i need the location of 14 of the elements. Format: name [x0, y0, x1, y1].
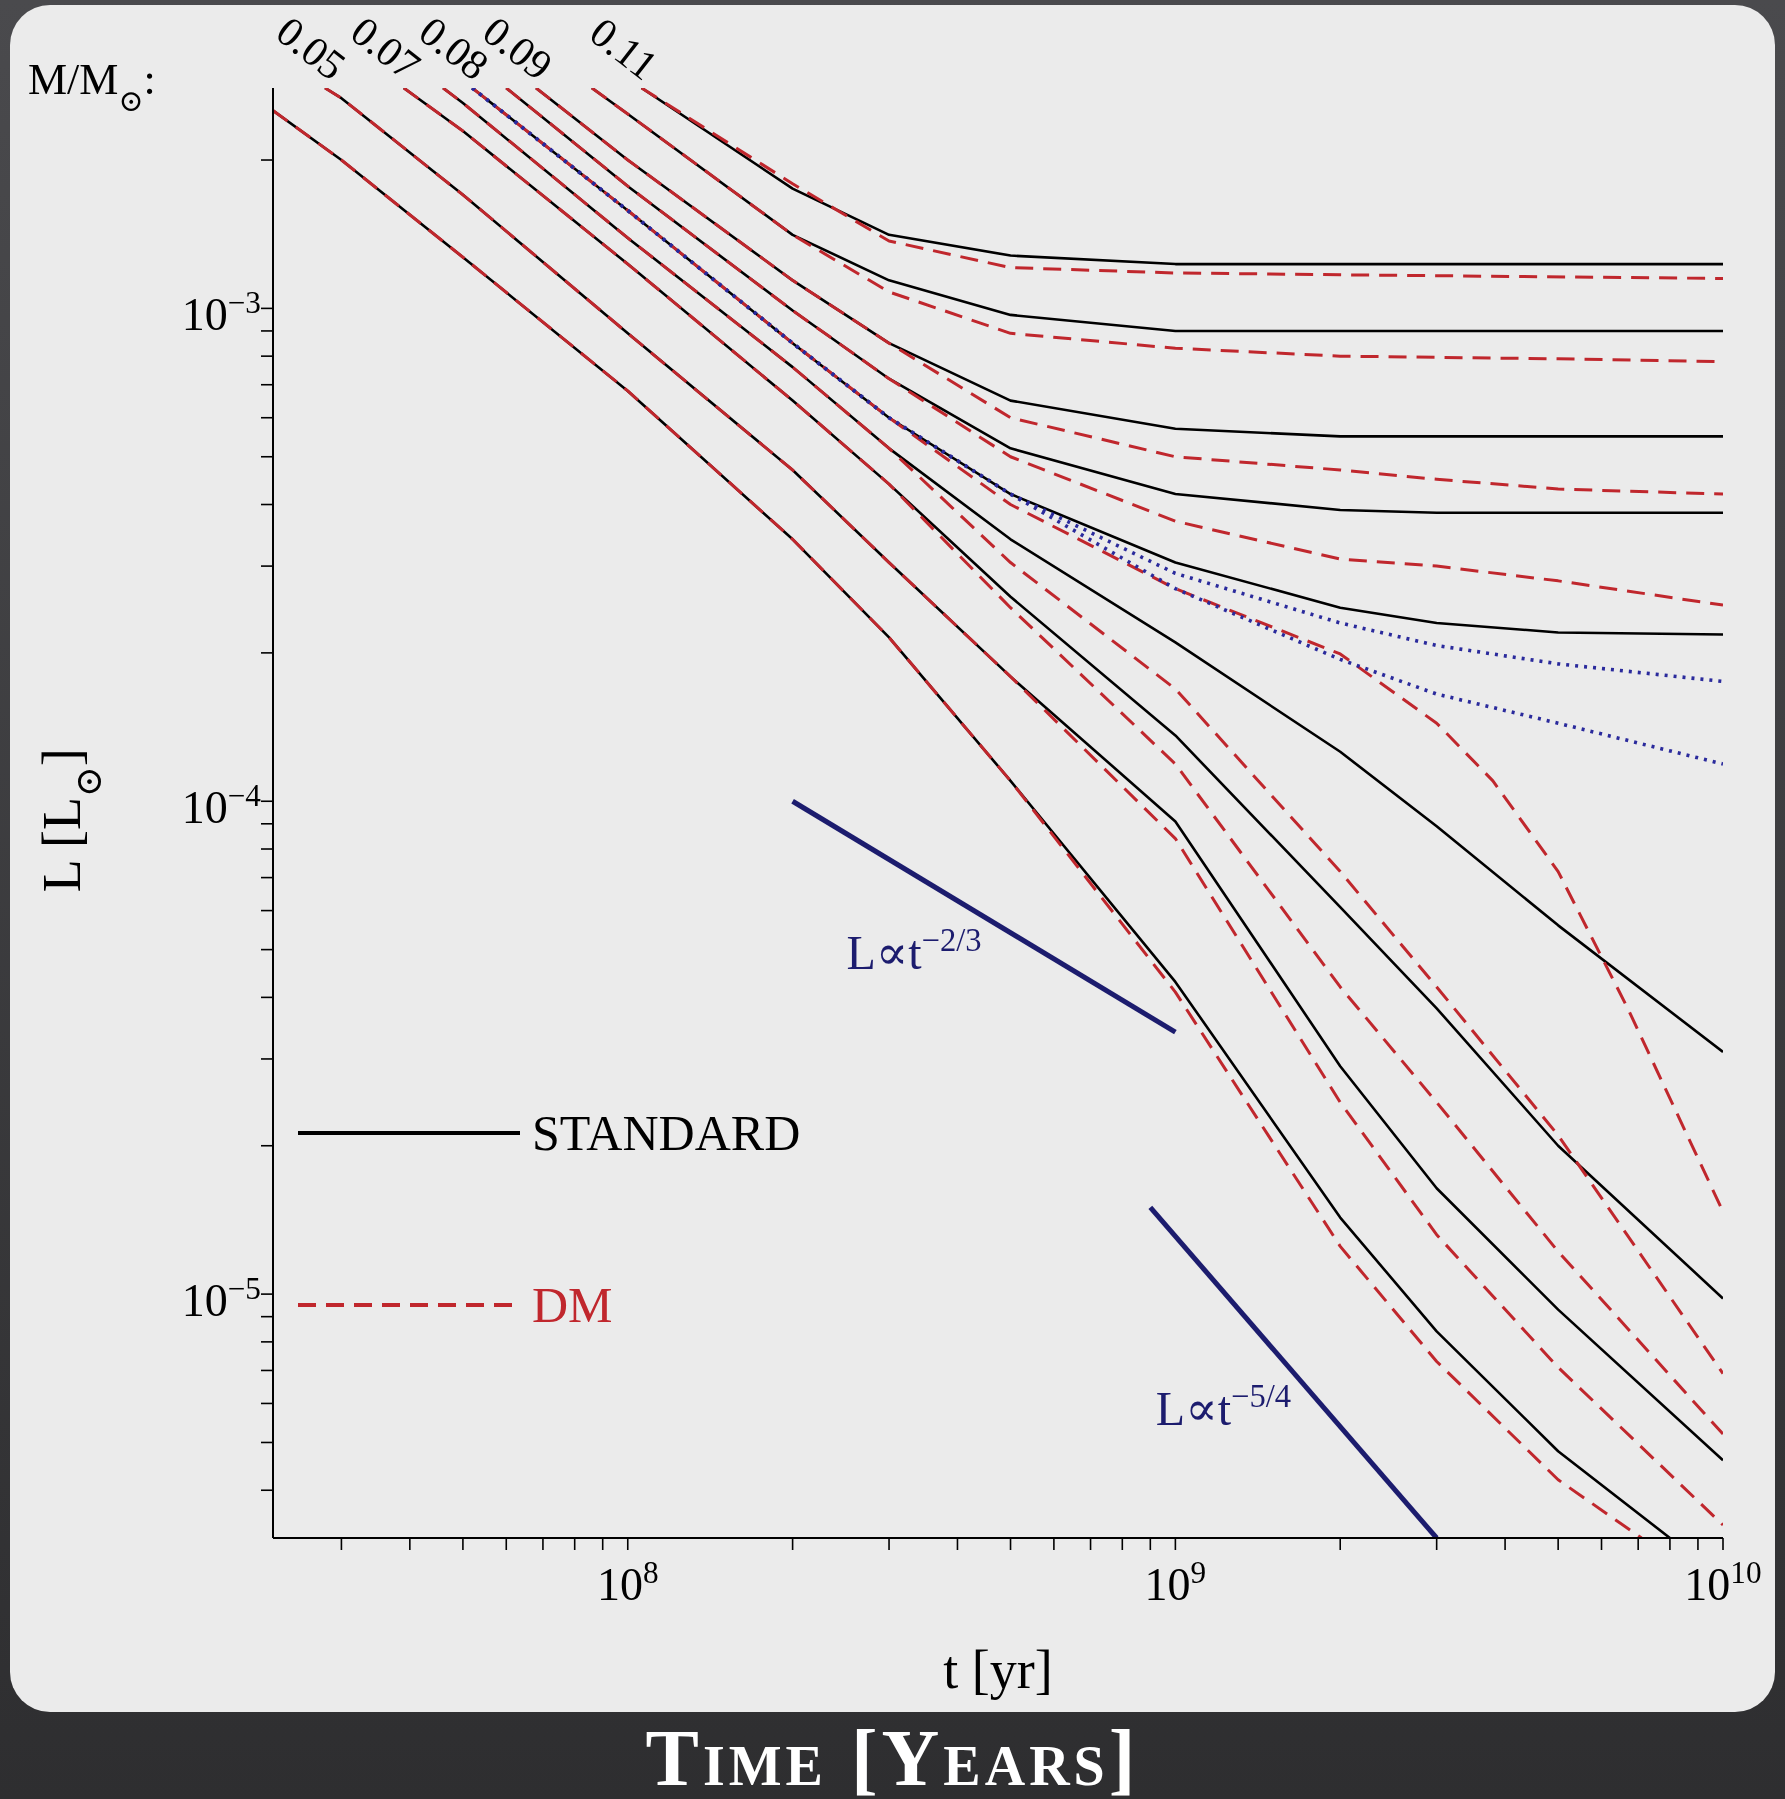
x-tick-label: 10$^{8}$	[596, 1554, 659, 1610]
x-axis-title: t [yr]	[943, 1640, 1053, 1700]
y-tick-label: 10$^{−3}$	[181, 284, 261, 341]
y-tick-label: 10$^{−4}$	[181, 777, 262, 834]
legend-label: STANDARD	[532, 1105, 801, 1161]
annotation: 0.11	[581, 8, 667, 90]
text: M/M$_{⊙}$:	[28, 55, 156, 117]
series-label: L∝t$^{−2/3}$	[846, 921, 982, 979]
y-tick-label: 10$^{−5}$	[181, 1270, 261, 1327]
x-tick-label: 10$^{10}$	[1684, 1554, 1762, 1610]
legend-label: DM	[532, 1277, 613, 1333]
series-label: L∝t$^{−5/4}$	[1155, 1377, 1292, 1435]
text: Time [Years]	[645, 1714, 1140, 1799]
x-tick-label: 10$^{9}$	[1144, 1554, 1207, 1610]
